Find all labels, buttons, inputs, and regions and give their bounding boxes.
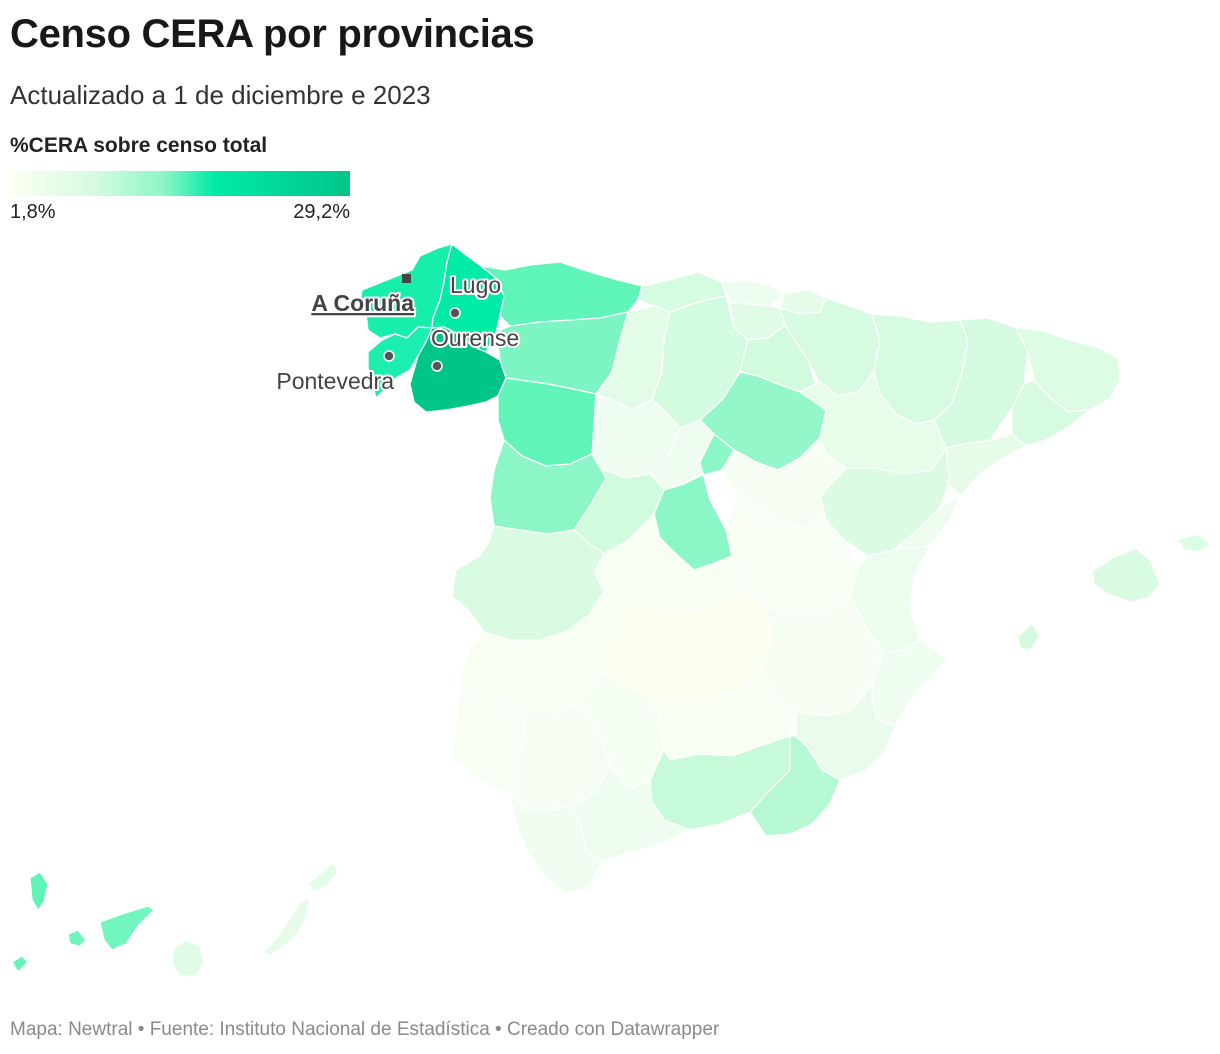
- province-tenerife-la-gomera[interactable]: [67, 929, 87, 947]
- province-alicante[interactable]: [871, 639, 949, 727]
- province-baleares-ibiza[interactable]: [1017, 623, 1041, 651]
- map-title: Censo CERA por provincias: [10, 12, 535, 56]
- province-tenerife[interactable]: [99, 905, 155, 951]
- province-tenerife-la-palma[interactable]: [29, 871, 49, 911]
- province-cadiz[interactable]: [509, 795, 603, 893]
- label-lugo[interactable]: Lugo: [448, 270, 503, 300]
- marker-pontevedra[interactable]: [383, 350, 395, 362]
- spain-province-map: A Coruña Lugo Ourense Pontevedra: [11, 243, 1211, 977]
- footer-credits: Mapa: Newtral • Fuente: Instituto Nacion…: [10, 1019, 720, 1040]
- province-fuerteventura[interactable]: [263, 897, 311, 957]
- province-lanzarote[interactable]: [307, 861, 339, 893]
- province-tenerife-el-hierro[interactable]: [11, 955, 29, 973]
- province-tarragona[interactable]: [945, 433, 1027, 497]
- province-castellon[interactable]: [893, 495, 961, 551]
- label-ourense[interactable]: Ourense: [429, 323, 521, 353]
- label-a-coruna[interactable]: A Coruña: [309, 288, 416, 318]
- marker-lugo[interactable]: [449, 307, 461, 319]
- map-subtitle: Actualizado a 1 de diciembre e 2023: [10, 80, 431, 110]
- provinces-layer: [11, 243, 1211, 977]
- legend-max-label: 29,2%: [293, 201, 350, 223]
- province-gran-canaria[interactable]: [171, 939, 205, 977]
- marker-ourense[interactable]: [431, 360, 443, 372]
- legend-title: %CERA sobre censo total: [10, 134, 268, 157]
- province-baleares-menorca[interactable]: [1177, 533, 1211, 553]
- province-almeria[interactable]: [749, 735, 841, 837]
- province-barcelona[interactable]: [1011, 379, 1091, 447]
- capital-marker[interactable]: [402, 274, 411, 283]
- legend-color-bar: [10, 171, 350, 196]
- label-pontevedra[interactable]: Pontevedra: [274, 366, 396, 396]
- legend-min-label: 1,8%: [10, 201, 56, 223]
- province-ourense[interactable]: [409, 326, 507, 413]
- province-baleares-mallorca[interactable]: [1091, 547, 1161, 603]
